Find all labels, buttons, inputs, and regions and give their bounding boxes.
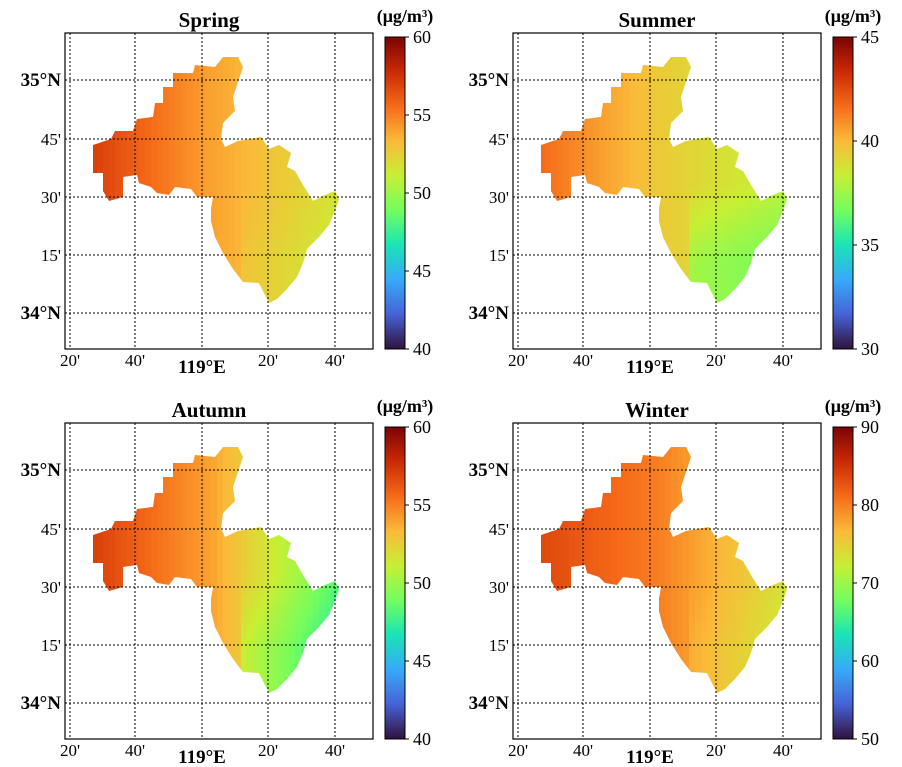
colorbar-tick-label: 60 xyxy=(413,27,431,47)
colorbar-tick-label: 40 xyxy=(861,131,879,151)
longitude-label: 119°E xyxy=(626,357,674,378)
longitude-label: 119°E xyxy=(178,747,226,767)
colorbar-tick-label: 55 xyxy=(413,495,431,515)
latitude-label: 34°N xyxy=(21,303,62,324)
latitude-label: 34°N xyxy=(21,693,62,714)
longitude-label: 40' xyxy=(573,741,593,760)
latitude-label: 45' xyxy=(489,520,509,539)
longitude-label: 20' xyxy=(706,741,726,760)
longitude-label: 20' xyxy=(508,741,528,760)
latitude-label: 34°N xyxy=(469,303,510,324)
longitude-label: 40' xyxy=(773,351,793,370)
panel-title: Spring xyxy=(179,8,240,32)
longitude-label: 40' xyxy=(325,741,345,760)
colorbar xyxy=(384,36,406,350)
latitude-label: 45' xyxy=(41,520,61,539)
colorbar-unit: (μg/m³) xyxy=(825,396,882,417)
colorbar-unit: (μg/m³) xyxy=(377,6,434,27)
latitude-label: 15' xyxy=(489,636,509,655)
longitude-label: 40' xyxy=(325,351,345,370)
longitude-label: 40' xyxy=(773,741,793,760)
longitude-label: 40' xyxy=(125,351,145,370)
longitude-label: 119°E xyxy=(178,357,226,378)
panel-title: Winter xyxy=(625,398,689,422)
colorbar-tick-label: 45 xyxy=(413,261,431,281)
panel-spring: Spring(a)(μg/m³)35°N45'30'15'34°N20'40'1… xyxy=(21,6,434,378)
latitude-label: 35°N xyxy=(469,70,510,91)
latitude-label: 15' xyxy=(41,636,61,655)
latitude-label: 35°N xyxy=(21,460,62,481)
colorbar-tick-label: 30 xyxy=(861,339,879,359)
colorbar-tick-label: 50 xyxy=(861,729,879,749)
longitude-label: 20' xyxy=(60,351,80,370)
colorbar-tick-label: 50 xyxy=(413,183,431,203)
longitude-label: 20' xyxy=(60,741,80,760)
latitude-label: 30' xyxy=(489,578,509,597)
colorbar-tick-label: 40 xyxy=(413,729,431,749)
latitude-label: 35°N xyxy=(21,70,62,91)
panel-title: Autumn xyxy=(172,398,247,422)
colorbar-tick-label: 50 xyxy=(413,573,431,593)
colorbar-tick-label: 40 xyxy=(413,339,431,359)
latitude-label: 30' xyxy=(41,188,61,207)
latitude-label: 30' xyxy=(489,188,509,207)
latitude-label: 45' xyxy=(41,130,61,149)
colorbar-tick-label: 70 xyxy=(861,573,879,593)
colorbar-unit: (μg/m³) xyxy=(825,6,882,27)
longitude-label: 119°E xyxy=(626,747,674,767)
colorbar-tick-label: 80 xyxy=(861,495,879,515)
latitude-label: 35°N xyxy=(469,460,510,481)
panel-autumn: Autumn(c)(μg/m³)35°N45'30'15'34°N20'40'1… xyxy=(21,396,434,767)
latitude-label: 15' xyxy=(489,246,509,265)
longitude-label: 20' xyxy=(706,351,726,370)
latitude-label: 45' xyxy=(489,130,509,149)
longitude-label: 40' xyxy=(573,351,593,370)
panel-title: Summer xyxy=(619,8,696,32)
colorbar xyxy=(384,426,406,740)
longitude-label: 20' xyxy=(258,351,278,370)
longitude-label: 20' xyxy=(258,741,278,760)
colorbar-tick-label: 55 xyxy=(413,105,431,125)
panel-summer: Summer(b)(μg/m³)35°N45'30'15'34°N20'40'1… xyxy=(469,6,882,378)
longitude-label: 20' xyxy=(508,351,528,370)
colorbar-tick-label: 45 xyxy=(413,651,431,671)
panel-winter: Winter(d)(μg/m³)35°N45'30'15'34°N20'40'1… xyxy=(469,396,882,767)
colorbar-tick-label: 60 xyxy=(413,417,431,437)
colorbar-tick-label: 90 xyxy=(861,417,879,437)
colorbar xyxy=(832,36,854,350)
colorbar-tick-label: 60 xyxy=(861,651,879,671)
latitude-label: 34°N xyxy=(469,693,510,714)
colorbar xyxy=(832,426,854,740)
colorbar-unit: (μg/m³) xyxy=(377,396,434,417)
colorbar-tick-label: 35 xyxy=(861,235,879,255)
longitude-label: 40' xyxy=(125,741,145,760)
colorbar-tick-label: 45 xyxy=(861,27,879,47)
latitude-label: 15' xyxy=(41,246,61,265)
latitude-label: 30' xyxy=(41,578,61,597)
